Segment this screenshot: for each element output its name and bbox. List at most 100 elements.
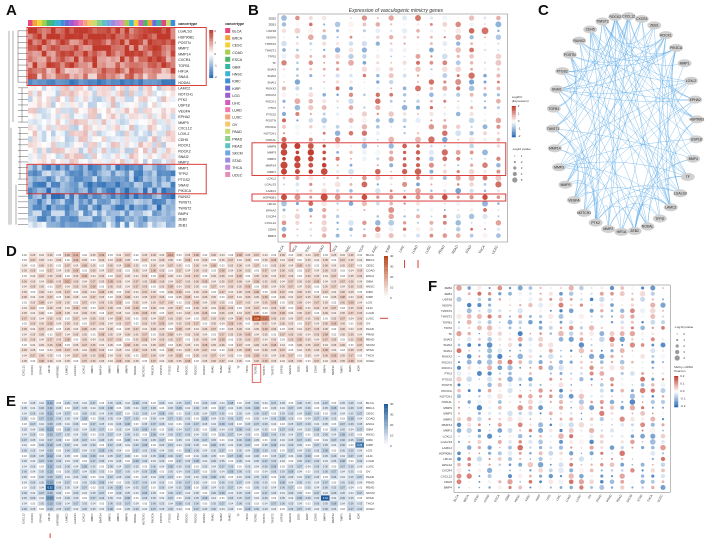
grid-value: 0.04 [263,402,268,405]
grid-cell [295,437,304,443]
grid-value: 0.07 [65,444,70,447]
grid-cell [226,283,235,290]
dot [470,227,474,231]
dot [376,16,379,20]
heatmap-cell [92,113,98,120]
heatmap-cell [64,159,70,165]
annotation-cell [147,20,153,26]
grid-value: 0.03 [220,264,225,267]
col-label: MMP2 [107,365,111,374]
legend-color-step [209,55,214,58]
grid-value: 0.07 [254,423,259,426]
grid-cell [80,442,89,448]
gene-label: SNAI2 [178,155,188,159]
dot [361,124,368,130]
grid-cell [37,458,46,464]
heatmap-cell [64,124,70,131]
grid-value: 0.05 [297,280,302,283]
grid-cell [106,262,115,268]
grid-value: 0.06 [220,434,225,437]
heatmap-cell [46,170,52,177]
grid-value: 0.04 [65,423,70,426]
legend-color-step [511,126,516,129]
grid-cell [278,331,287,337]
grid-cell [260,352,270,358]
legend-tick: 1 [518,112,520,116]
grid-value: 0.06 [228,286,233,289]
grid-value: 0.07 [280,291,285,294]
heatmap-cell [87,153,93,160]
grid-cell [28,405,38,411]
grid-cell [149,421,158,427]
legend-swatch [225,42,231,48]
grid-value: 0.04 [168,423,173,426]
dot [484,36,486,39]
grid-cell [355,336,364,343]
grid-value: 0.05 [159,444,164,447]
grid-value: 0.04 [263,307,268,310]
legend-swatch [225,56,231,62]
col-label: ZEB2 [305,365,309,372]
dot [415,66,421,72]
grid-value: 0.07 [297,439,302,442]
grid-cell [88,310,98,316]
grid-cell [166,278,175,284]
dot [281,118,287,123]
heatmap-cell [64,85,70,91]
dot [294,169,300,175]
grid-value: 0.06 [340,344,345,347]
heatmap-cell [46,193,52,200]
heatmap-cell [37,67,42,74]
heatmap-cell [115,176,121,183]
grid-value: 0.06 [22,280,27,283]
dot [361,181,368,188]
grid-cell [252,294,261,300]
grid-value: 0.03 [168,296,173,299]
grid-cell [174,257,184,263]
heatmap-cell [46,79,52,86]
grid-cell [88,320,98,327]
grid-cell [37,431,46,438]
grid-cell [114,426,124,432]
heatmap-cell [133,142,139,148]
heatmap-cell [106,56,111,63]
grid-value: 0.03 [245,275,250,278]
grid-value: 0.04 [211,349,216,352]
dot [308,105,314,111]
network-edge [659,35,672,208]
grid-value: 0.07 [142,407,147,410]
grid-cell [28,347,38,353]
grid-value: 0.03 [48,333,53,336]
grid-cell [226,447,235,453]
heatmap-cell [156,124,162,131]
heatmap-cell [166,159,171,165]
grid-cell [54,421,63,427]
grid-cell [166,447,175,453]
grid-cell [97,326,106,332]
dot [349,182,353,186]
grid-value: 0.04 [271,323,276,326]
heatmap-cell [55,90,61,97]
grid-cell [149,426,158,432]
grid-cell [97,447,106,453]
grid-cell [183,305,192,311]
heatmap-cell [152,221,157,228]
dot [335,233,340,238]
grid-cell [97,320,106,327]
heatmap-cell [32,62,38,69]
heatmap-cell [92,153,98,160]
legend-color-step [384,267,388,269]
heatmap-cell [120,67,125,74]
legend-color-step [209,41,214,43]
grid-value: 0.05 [30,302,35,305]
legend-color-step [209,73,214,75]
grid-cell [303,421,313,427]
dot [456,183,460,186]
heatmap-cell [152,102,157,108]
grid-value: 0.07 [99,428,104,431]
grid-cell [97,342,106,348]
grid-cell [28,463,38,469]
dot [350,209,352,211]
legend-color-step [511,133,516,135]
grid-value: 0.04 [73,465,78,468]
